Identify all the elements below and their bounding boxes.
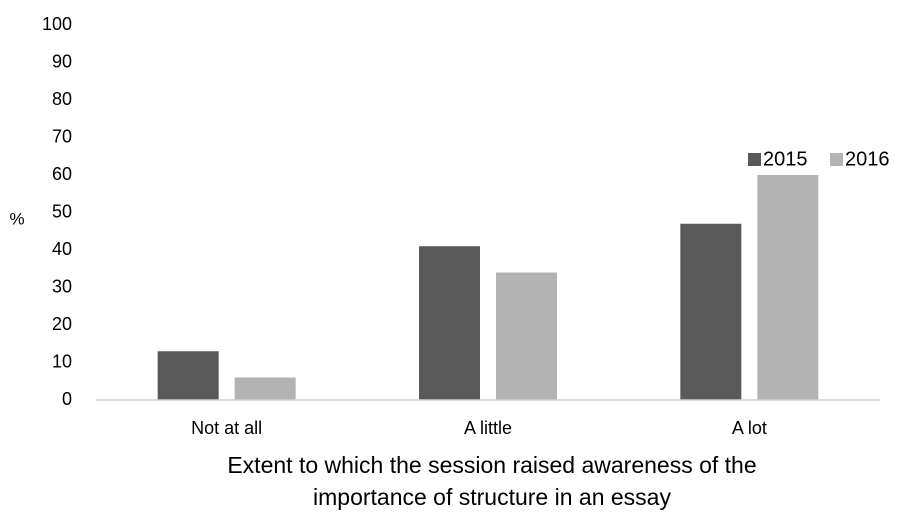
category-label: A little	[464, 418, 512, 438]
bar-2016-a-little	[496, 272, 557, 400]
y-tick-label: 20	[52, 314, 72, 334]
bar-2015-a-little	[419, 246, 480, 400]
y-tick-label: 100	[42, 14, 72, 34]
y-tick-label: 0	[62, 389, 72, 409]
bar-2015-a-lot	[680, 223, 742, 400]
legend-label-2016: 2016	[845, 148, 890, 170]
y-tick-label: 90	[52, 51, 72, 71]
bar-2015-not-at-all	[157, 351, 219, 400]
bar-2016-a-lot	[757, 175, 819, 400]
y-tick-label: 10	[52, 351, 72, 371]
bar-2016-not-at-all	[234, 377, 296, 400]
legend-swatch-2015	[748, 153, 761, 166]
x-axis-label-line-1: Extent to which the session raised aware…	[227, 452, 756, 478]
legend-swatch-2016	[830, 153, 843, 166]
legend: 2015 2016	[748, 148, 890, 170]
legend-label-2015: 2015	[763, 148, 808, 170]
y-tick-label: 50	[52, 201, 72, 221]
y-tick-label: 30	[52, 276, 72, 296]
category-label: Not at all	[191, 418, 262, 438]
x-axis-label-line-2: importance of structure in an essay	[313, 484, 671, 510]
y-axis-ticks: 0 10 20 30 40 50 60 70 80 90 100	[42, 14, 72, 409]
bars	[157, 175, 819, 400]
y-axis-label: %	[9, 209, 24, 228]
y-tick-label: 70	[52, 126, 72, 146]
category-labels: Not at all A little A lot	[191, 418, 767, 438]
category-label: A lot	[732, 418, 767, 438]
y-tick-label: 40	[52, 239, 72, 259]
y-tick-label: 60	[52, 164, 72, 184]
y-tick-label: 80	[52, 89, 72, 109]
